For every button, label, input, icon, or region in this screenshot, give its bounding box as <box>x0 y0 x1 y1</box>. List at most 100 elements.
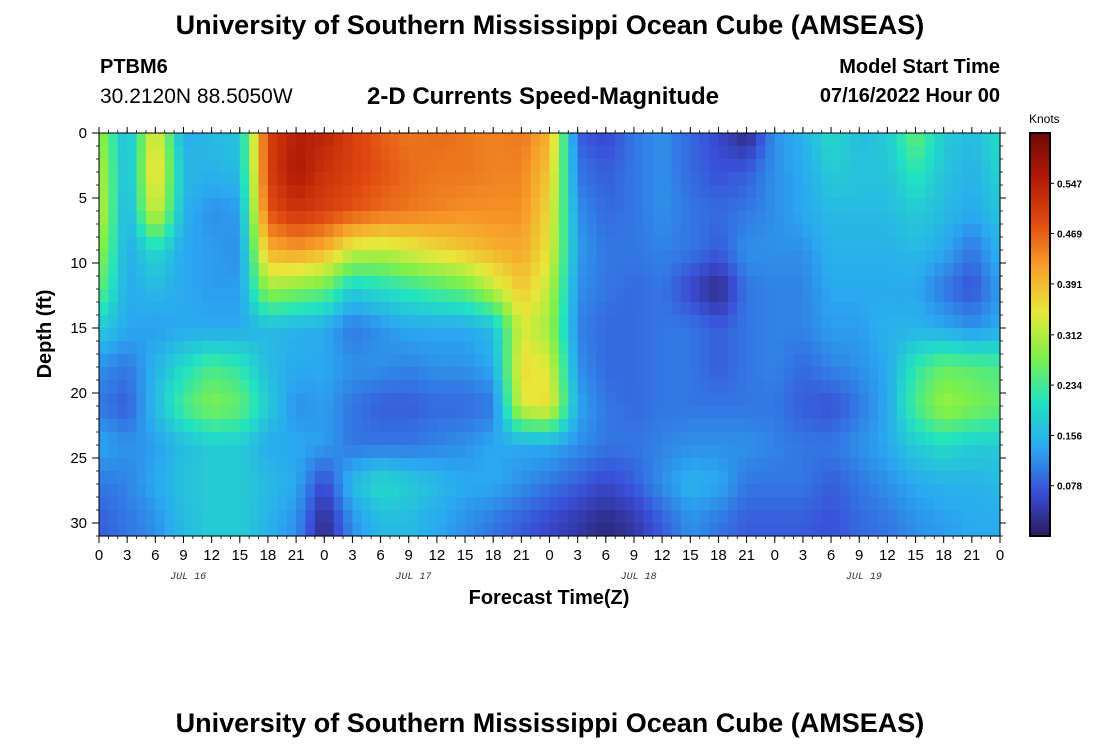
heatmap-cell <box>652 146 663 160</box>
heatmap-cell <box>793 484 804 498</box>
heatmap-cell <box>258 224 269 238</box>
heatmap-cell <box>924 237 935 251</box>
heatmap-cell <box>774 419 785 433</box>
heatmap-cell <box>887 380 898 394</box>
heatmap-cell <box>587 159 598 173</box>
heatmap-cell <box>361 289 372 303</box>
heatmap-cell <box>793 250 804 264</box>
heatmap-cell <box>474 198 485 212</box>
heatmap-cell <box>615 289 626 303</box>
heatmap-cell <box>521 484 532 498</box>
heatmap-cell <box>840 523 851 537</box>
heatmap-cell <box>558 315 569 329</box>
heatmap-cell <box>831 237 842 251</box>
heatmap-cell <box>530 406 541 420</box>
heatmap-cell <box>436 341 447 355</box>
heatmap-cell <box>389 484 400 498</box>
heatmap-cell <box>333 211 344 225</box>
heatmap-cell <box>221 237 231 251</box>
heatmap-cell <box>99 250 109 264</box>
heatmap-cell <box>267 497 278 511</box>
heatmap-cell <box>596 315 607 329</box>
heatmap-cell <box>962 406 973 420</box>
heatmap-cell <box>465 198 476 212</box>
heatmap-cell <box>727 471 738 485</box>
heatmap-cell <box>418 185 429 199</box>
heatmap-cell <box>568 341 579 355</box>
heatmap-cell <box>793 302 804 316</box>
heatmap-cell <box>596 354 607 368</box>
heatmap-cell <box>108 172 119 186</box>
heatmap-cell <box>652 406 663 420</box>
heatmap-cell <box>821 133 832 147</box>
heatmap-cell <box>784 354 795 368</box>
heatmap-cell <box>361 237 372 251</box>
heatmap-cell <box>183 445 194 459</box>
heatmap-cell <box>117 510 128 524</box>
heatmap-cell <box>915 250 926 264</box>
x-tick-label: 15 <box>682 547 699 564</box>
heatmap-cell <box>755 380 766 394</box>
heatmap-cell <box>568 484 579 498</box>
heatmap-cell <box>286 159 297 173</box>
heatmap-cell <box>662 523 673 537</box>
heatmap-cell <box>934 497 945 511</box>
heatmap-cell <box>502 146 513 160</box>
heatmap-cell <box>915 406 926 420</box>
heatmap-cell <box>436 367 447 381</box>
heatmap-cell <box>399 159 410 173</box>
heatmap-cell <box>408 198 419 212</box>
heatmap-cell <box>859 458 870 472</box>
heatmap-cell <box>943 276 954 290</box>
heatmap-cell <box>136 523 147 537</box>
heatmap-cell <box>117 276 128 290</box>
heatmap-cell <box>868 510 879 524</box>
heatmap-cell <box>924 380 935 394</box>
heatmap-cell <box>249 354 260 368</box>
heatmap-cell <box>314 237 325 251</box>
heatmap-cell <box>352 328 363 342</box>
heatmap-cell <box>333 458 344 472</box>
heatmap-cell <box>624 523 635 537</box>
heatmap-cell <box>718 328 729 342</box>
heatmap-cell <box>605 237 616 251</box>
heatmap-cell <box>802 133 813 147</box>
heatmap-cell <box>333 484 344 498</box>
heatmap-cell <box>164 315 175 329</box>
heatmap-cell <box>981 458 992 472</box>
heatmap-cell <box>239 185 250 199</box>
heatmap-cell <box>258 211 269 225</box>
heatmap-cell <box>436 198 447 212</box>
heatmap-cell <box>765 224 776 238</box>
heatmap-cell <box>277 276 288 290</box>
heatmap-cell <box>859 471 870 485</box>
heatmap-cell <box>615 185 626 199</box>
heatmap-cell <box>296 523 307 537</box>
heatmap-cell <box>774 497 785 511</box>
heatmap-cell <box>183 484 194 498</box>
heatmap-cell <box>380 432 391 446</box>
heatmap-cell <box>793 432 804 446</box>
colorbar-bar <box>1029 132 1051 537</box>
heatmap-cell <box>690 133 701 147</box>
heatmap-cell <box>624 419 635 433</box>
heatmap-cell <box>671 380 682 394</box>
heatmap-cell <box>202 315 213 329</box>
heatmap-cell <box>596 224 607 238</box>
heatmap-cell <box>493 458 504 472</box>
heatmap-cell <box>849 289 860 303</box>
heatmap-cell <box>211 341 222 355</box>
heatmap-cell <box>361 406 372 420</box>
heatmap-cell <box>540 484 551 498</box>
heatmap-cell <box>455 237 466 251</box>
heatmap-cell <box>483 432 494 446</box>
heatmap-cell <box>821 432 832 446</box>
heatmap-cell <box>624 341 635 355</box>
heatmap-cell <box>587 419 598 433</box>
heatmap-cell <box>737 445 748 459</box>
heatmap-cell <box>155 289 166 303</box>
heatmap-cell <box>624 172 635 186</box>
heatmap-cell <box>239 224 250 238</box>
heatmap-cell <box>877 172 888 186</box>
heatmap-cell <box>211 237 222 251</box>
